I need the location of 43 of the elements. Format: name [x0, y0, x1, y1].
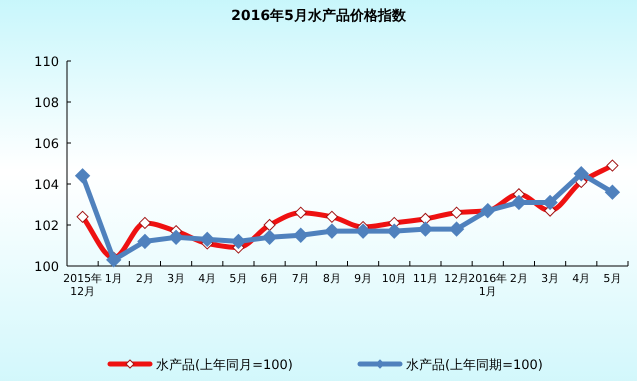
point — [293, 228, 308, 243]
x-tick-label: 6月 — [260, 272, 279, 285]
x-tick-label: 4月 — [198, 272, 216, 285]
point — [386, 224, 402, 239]
y-tick-label: 104 — [34, 178, 59, 193]
y-tick-label: 100 — [34, 260, 59, 275]
x-tick-label: 2月 — [510, 272, 528, 285]
x-tick-label: 3月 — [167, 272, 186, 285]
x-tick-label: 1月 — [104, 272, 123, 285]
x-tick-label: 10月 — [382, 272, 407, 285]
point — [324, 224, 340, 239]
point — [418, 222, 433, 237]
point — [137, 234, 152, 249]
point — [449, 222, 464, 237]
point — [574, 166, 589, 182]
point — [604, 184, 620, 200]
point — [75, 168, 90, 184]
x-tick-label: 7月 — [292, 272, 310, 285]
x-tick-label: 5月 — [229, 272, 248, 285]
point — [262, 230, 278, 245]
point — [511, 194, 526, 210]
x-tick-label: 11月 — [412, 272, 438, 285]
x-tick-label: 5月 — [603, 272, 622, 285]
y-tick-label: 102 — [34, 219, 59, 234]
point — [230, 234, 246, 249]
point — [542, 194, 558, 210]
point — [168, 230, 184, 245]
x-tick-label: 2月 — [136, 272, 154, 285]
legend-label: 水产品(上年同期=100) — [406, 358, 543, 373]
x-tick-label: 8月 — [322, 272, 341, 285]
legend-label: 水产品(上年同月=100) — [156, 358, 293, 373]
x-tick-label: 2016年1月 — [468, 272, 508, 298]
x-tick-label: 2015年12月 — [63, 272, 102, 298]
point — [200, 232, 215, 247]
chart-title: 2016年5月水产品价格指数 — [231, 7, 407, 24]
x-tick-label: 12月 — [444, 272, 470, 285]
x-tick-label: 9月 — [354, 272, 372, 285]
x-tick-label: 4月 — [572, 272, 590, 285]
y-tick-label: 110 — [34, 55, 59, 70]
x-tick-label: 3月 — [541, 272, 560, 285]
y-tick-label: 108 — [34, 96, 59, 111]
y-tick-label: 106 — [34, 137, 59, 152]
point — [106, 252, 122, 268]
